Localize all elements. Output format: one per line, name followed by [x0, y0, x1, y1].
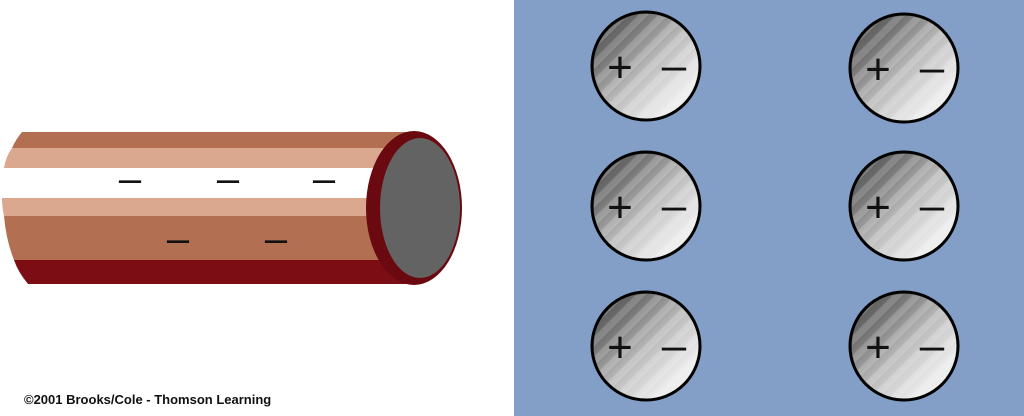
- molecule-minus: –: [920, 321, 945, 370]
- molecule-plus: +: [607, 43, 633, 92]
- rod-band-top: [12, 132, 410, 148]
- molecule-stripes: [852, 16, 956, 120]
- rod-charge-top-2: –: [217, 157, 240, 201]
- rod-charge-bottom-1: –: [167, 217, 190, 261]
- molecule-plus: +: [865, 323, 891, 372]
- rod-band-bottom: [14, 260, 410, 284]
- rod-highlight-band: [2, 168, 410, 198]
- molecule: + –: [590, 290, 702, 402]
- molecule: + –: [848, 12, 960, 124]
- rod-band-lower-light: [2, 198, 410, 216]
- molecule-stripes: [852, 154, 956, 258]
- molecule-plus: +: [865, 45, 891, 94]
- rod-band-lower: [4, 216, 410, 260]
- molecule-stripes: [594, 154, 698, 258]
- molecule: + –: [590, 150, 702, 262]
- molecule-stripes: [852, 294, 956, 398]
- molecule-minus: –: [662, 321, 687, 370]
- molecule-plus: +: [607, 323, 633, 372]
- molecule-stripes: [594, 294, 698, 398]
- rod-charge-top-3: –: [313, 157, 336, 201]
- molecule-minus: –: [920, 181, 945, 230]
- charged-rod-icon: – – – – –: [2, 131, 462, 285]
- molecule-plus: +: [865, 183, 891, 232]
- rod-band-upper: [4, 148, 410, 168]
- rod-charge-bottom-2: –: [265, 217, 288, 261]
- molecule: + –: [590, 10, 702, 122]
- copyright-notice: ©2001 Brooks/Cole - Thomson Learning: [24, 392, 272, 407]
- molecule: + –: [848, 150, 960, 262]
- molecule-plus: +: [607, 183, 633, 232]
- rod-charge-top-1: –: [119, 157, 142, 201]
- molecule: + –: [848, 290, 960, 402]
- molecule-stripes: [594, 14, 698, 118]
- molecule-minus: –: [662, 41, 687, 90]
- molecule-minus: –: [920, 43, 945, 92]
- rod-end-face: [380, 138, 460, 278]
- molecule-minus: –: [662, 181, 687, 230]
